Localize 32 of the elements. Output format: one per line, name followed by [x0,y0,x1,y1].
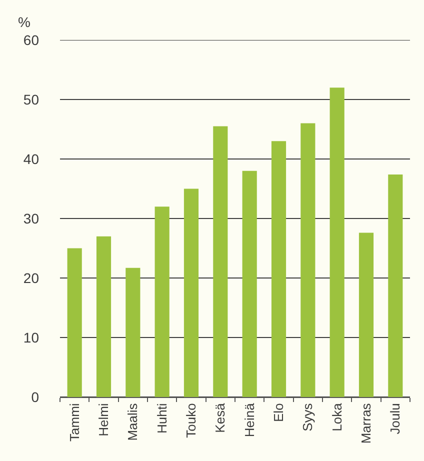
y-tick-label: 30 [23,210,40,226]
bar [242,170,257,397]
x-tick-label: Tammi [66,403,82,442]
bar [271,141,286,397]
y-tick-label: 50 [23,91,40,108]
x-tick-label: Helmi [96,403,111,436]
y-tick-label: 10 [23,329,40,346]
x-tick-label: Huhti [154,403,170,434]
bar [67,248,82,397]
x-tick-label: Joulu [388,403,403,434]
x-tick-label: Syys [300,402,316,432]
bar [330,88,344,397]
x-tick-label: Loka [329,402,344,432]
bar [154,206,170,397]
x-tick-label: Kesä [212,402,228,433]
y-tick-label: 60 [23,32,40,48]
bar [126,268,140,397]
x-tick-label: Touko [183,403,198,438]
y-tick-label: 0 [31,388,40,405]
y-tick-label: 40 [23,150,40,167]
bar [184,188,199,397]
x-tick-label: Heinä [242,402,257,438]
y-tick-label: 20 [23,270,40,286]
x-tick-label: Maalis [125,402,140,441]
bar [358,232,374,397]
x-tick-label: Marras [358,402,374,444]
bar [96,236,112,397]
y-axis-title: % [18,14,30,30]
bar [213,126,228,397]
bar [388,174,403,397]
x-tick-label: Elo [270,403,286,422]
bar [300,123,316,397]
